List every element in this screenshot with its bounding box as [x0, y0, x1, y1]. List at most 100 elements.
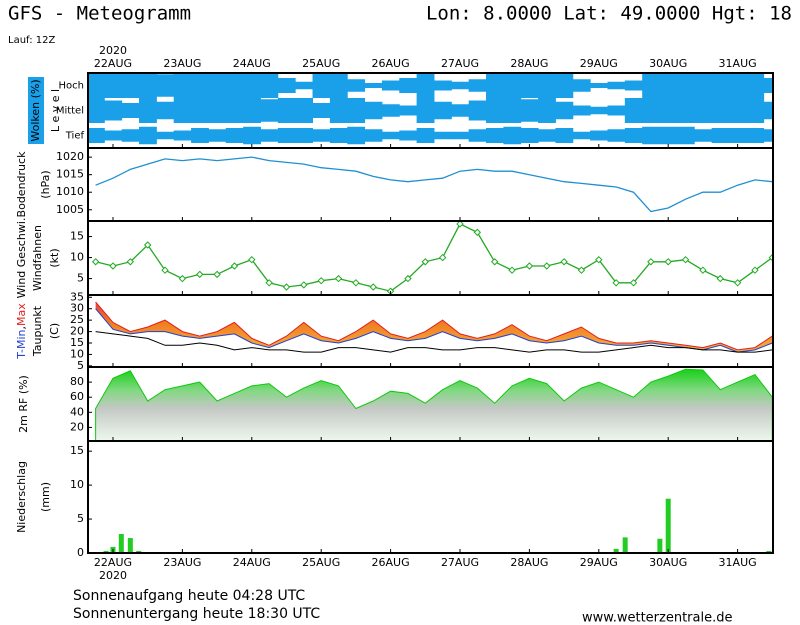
cloud-cell: [191, 73, 209, 98]
marker: [282, 283, 291, 291]
cloud-cell: [572, 105, 591, 116]
cloud-cell: [329, 128, 348, 143]
date-label-bottom: 28AUG: [510, 556, 548, 569]
y-tick-label: 1010: [56, 185, 84, 198]
cloud-cell: [728, 73, 747, 98]
cloud-cell: [139, 98, 157, 123]
cloud-cell: [260, 99, 279, 122]
label-background: [28, 77, 44, 144]
cloud-cell: [312, 129, 331, 142]
cloud-cell: [260, 73, 279, 98]
label-part: Max: [15, 303, 28, 326]
marker: [629, 279, 638, 287]
marker: [334, 274, 343, 283]
cloud-cell: [746, 73, 765, 98]
date-label-bottom: 23AUG: [163, 556, 201, 569]
panel-label: Wind Geschwi.: [15, 218, 28, 299]
y-tick-label: 5: [77, 512, 84, 525]
cloud-cell: [347, 79, 366, 92]
cloud-cell: [381, 104, 400, 117]
cloud-cell: [243, 98, 261, 123]
marker: [213, 270, 221, 279]
cloud-cell: [243, 126, 261, 145]
y-tick-label: 1005: [56, 203, 84, 216]
y-tick-label: 10: [70, 251, 84, 264]
level-label: Tief: [65, 131, 85, 142]
cloud-cell: [208, 129, 227, 142]
cloud-cell: [399, 78, 418, 93]
cloud-cell: [208, 98, 227, 123]
cloud-cell: [104, 73, 123, 98]
cloud-cell: [555, 73, 574, 98]
cloud-cell: [173, 73, 192, 98]
cloud-cell: [277, 128, 296, 143]
cloud-cell: [173, 98, 192, 123]
date-label-top: 25AUG: [302, 57, 340, 70]
cloud-cell: [642, 73, 661, 98]
y-tick-label: 40: [70, 405, 84, 418]
cloud-cell: [538, 129, 556, 142]
cloud-cell: [173, 130, 192, 141]
date-label-top: 22AUG: [94, 57, 132, 70]
cloud-cell: [139, 73, 157, 98]
marker: [699, 266, 707, 274]
cloud-cell: [607, 129, 626, 142]
date-label-top: 31AUG: [719, 57, 757, 70]
cloud-cell: [590, 130, 608, 141]
date-label-bottom: 26AUG: [372, 556, 410, 569]
cloud-cell: [260, 129, 279, 142]
cloud-cell: [156, 101, 175, 120]
cloud-cell: [555, 101, 574, 120]
cloud-cell: [433, 101, 452, 120]
cloud-cell: [329, 73, 348, 98]
cloud-cell: [433, 80, 452, 91]
cloud-cell: [520, 73, 539, 98]
cloud-cell: [243, 73, 261, 98]
bar: [118, 533, 124, 553]
cloud-cell: [624, 80, 643, 91]
marker: [490, 258, 499, 266]
cloud-cell: [208, 73, 227, 98]
panel-label: (hPa): [39, 170, 52, 198]
cloud-cell: [694, 73, 713, 98]
y-tick-label: 10: [70, 347, 84, 360]
marker: [196, 270, 204, 279]
panel-label: L e v e l: [49, 89, 62, 132]
year-top: 2020: [99, 44, 127, 57]
marker: [143, 241, 152, 249]
cloud-cell: [347, 98, 366, 123]
series-line: [95, 223, 773, 292]
cloud-cell: [728, 98, 747, 123]
cloud-cell: [225, 73, 244, 98]
y-tick-label: 10: [70, 478, 84, 491]
series-line: [95, 156, 773, 213]
y-tick-label: 5: [77, 359, 84, 372]
cloud-cell: [225, 98, 244, 123]
cloud-cell: [381, 131, 400, 140]
cloud-cell: [156, 74, 175, 97]
cloud-cell: [572, 131, 591, 140]
cloud-cell: [433, 131, 452, 140]
y-tick-label: 1015: [56, 168, 84, 181]
cloud-cell: [191, 128, 209, 143]
date-label-bottom: 25AUG: [302, 556, 340, 569]
cloud-cell: [503, 126, 522, 145]
y-tick-label: 15: [70, 336, 84, 349]
bar: [127, 538, 133, 553]
cloud-cell: [659, 73, 678, 98]
cloud-cell: [642, 98, 661, 123]
bar: [103, 550, 109, 553]
cloud-cell: [381, 80, 400, 91]
label-part: T-Min: [15, 330, 28, 360]
cloud-cell: [676, 126, 695, 145]
cloud-cell: [520, 99, 539, 122]
cloud-cell: [399, 130, 418, 141]
cloud-cell: [624, 98, 643, 123]
y-tick-label: 5: [77, 272, 84, 285]
panel-label: T-Min,Max: [15, 303, 28, 360]
marker: [560, 258, 568, 266]
location: Lon: 8.0000 Lat: 49.0000 Hgt: 18: [426, 3, 792, 25]
marker: [248, 255, 256, 264]
cloud-cell: [451, 131, 470, 140]
cloud-cell: [572, 79, 591, 92]
